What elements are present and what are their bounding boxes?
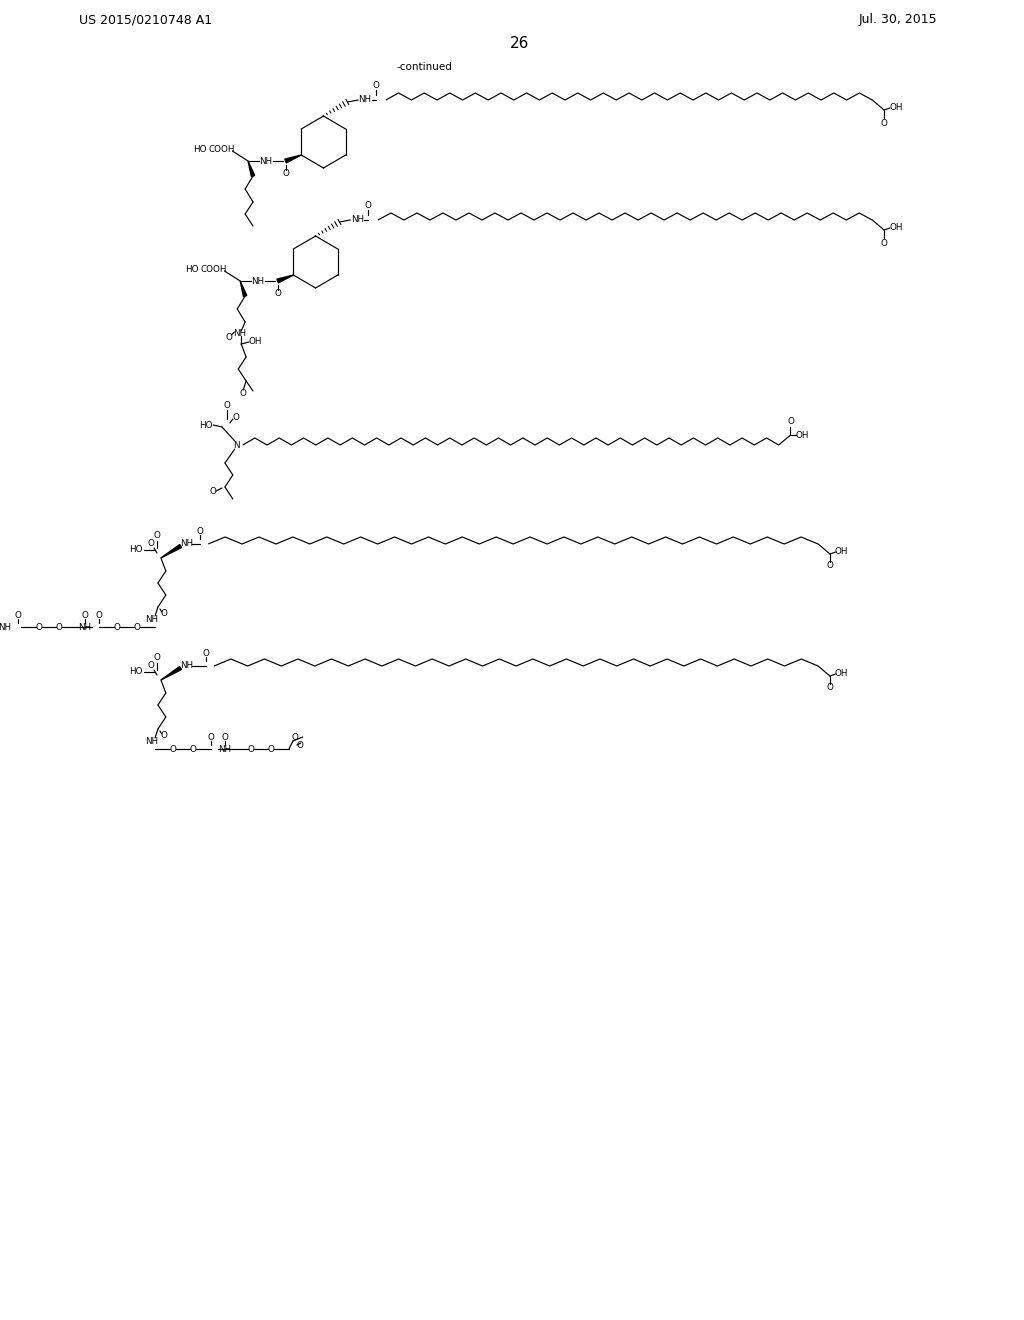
Text: O: O (274, 289, 281, 298)
Text: O: O (190, 744, 197, 754)
Text: O: O (82, 610, 88, 619)
Text: Jul. 30, 2015: Jul. 30, 2015 (858, 13, 937, 26)
Polygon shape (248, 161, 255, 177)
Text: O: O (147, 540, 155, 549)
Text: O: O (203, 648, 210, 657)
Text: O: O (208, 733, 215, 742)
Text: O: O (56, 623, 62, 631)
Polygon shape (241, 281, 247, 297)
Text: NH: NH (0, 623, 11, 631)
Text: HO: HO (129, 668, 143, 676)
Text: O: O (197, 527, 204, 536)
Text: O: O (296, 742, 303, 751)
Text: O: O (210, 487, 216, 495)
Text: O: O (881, 119, 888, 128)
Text: OH: OH (889, 223, 903, 232)
Text: N: N (233, 441, 240, 450)
Text: OH: OH (835, 548, 849, 557)
Polygon shape (161, 544, 181, 558)
Text: COOH: COOH (201, 265, 227, 275)
Text: NH: NH (218, 744, 231, 754)
Text: O: O (154, 653, 161, 663)
Text: OH: OH (248, 338, 262, 346)
Text: HO: HO (200, 421, 213, 429)
Text: HO: HO (194, 145, 207, 154)
Text: O: O (282, 169, 289, 178)
Text: -continued: -continued (396, 62, 452, 73)
Text: O: O (881, 239, 888, 248)
Text: O: O (292, 733, 298, 742)
Text: HO: HO (129, 545, 143, 554)
Text: O: O (232, 412, 240, 421)
Text: O: O (373, 82, 379, 91)
Text: NH: NH (180, 661, 194, 671)
Text: O: O (113, 623, 120, 631)
Text: NH: NH (145, 615, 159, 623)
Text: O: O (14, 610, 22, 619)
Text: HO: HO (185, 265, 199, 275)
Text: NH: NH (232, 330, 246, 338)
Text: O: O (169, 744, 176, 754)
Text: OH: OH (889, 103, 903, 112)
Text: NH: NH (350, 214, 364, 223)
Text: O: O (223, 400, 230, 409)
Text: OH: OH (796, 430, 809, 440)
Text: O: O (134, 623, 140, 631)
Text: O: O (161, 730, 167, 739)
Polygon shape (276, 275, 294, 282)
Text: NH: NH (145, 737, 159, 746)
Polygon shape (161, 667, 181, 680)
Text: OH: OH (835, 669, 849, 678)
Text: COOH: COOH (208, 145, 234, 154)
Text: O: O (826, 561, 834, 570)
Text: O: O (826, 684, 834, 693)
Text: O: O (226, 334, 232, 342)
Text: O: O (161, 609, 167, 618)
Text: O: O (147, 661, 155, 671)
Text: NH: NH (180, 540, 194, 549)
Text: O: O (365, 202, 372, 210)
Text: O: O (35, 623, 42, 631)
Text: NH: NH (251, 276, 264, 285)
Text: O: O (95, 610, 102, 619)
Text: O: O (221, 733, 228, 742)
Polygon shape (285, 154, 301, 162)
Text: 26: 26 (510, 36, 529, 50)
Text: NH: NH (358, 95, 372, 103)
Text: US 2015/0210748 A1: US 2015/0210748 A1 (79, 13, 212, 26)
Text: O: O (240, 389, 247, 399)
Text: NH: NH (79, 623, 91, 631)
Text: O: O (787, 417, 794, 426)
Text: O: O (154, 532, 161, 540)
Text: NH: NH (259, 157, 272, 165)
Text: O: O (268, 744, 274, 754)
Text: O: O (247, 744, 254, 754)
